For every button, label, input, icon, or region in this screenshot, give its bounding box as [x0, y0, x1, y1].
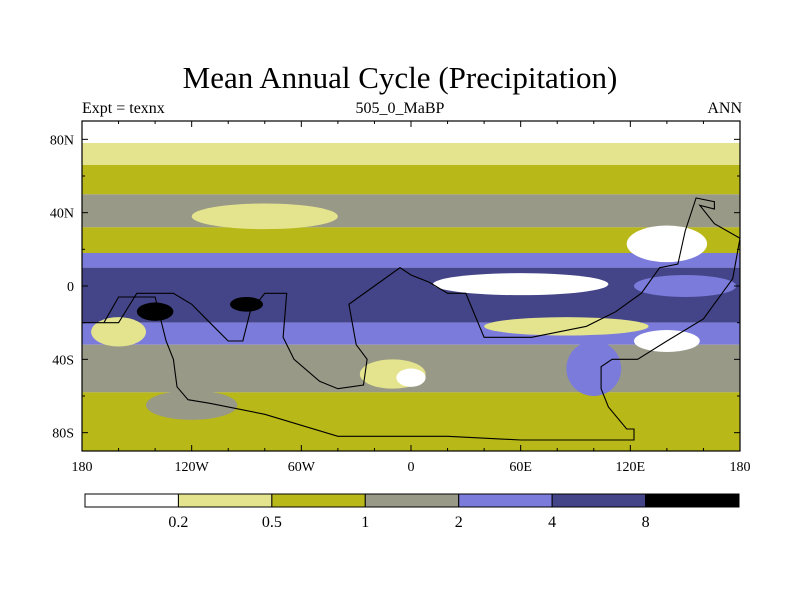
time-period-label: 505_0_MaBP	[355, 100, 445, 117]
colorbar-swatch-0	[84, 493, 179, 508]
precip-band-5	[82, 253, 740, 268]
colorbar: 0.2 0.5 1 2 4 8	[84, 493, 740, 531]
precip-patch-2	[191, 203, 338, 230]
coastline-0	[82, 197, 740, 441]
precip-patch-10	[633, 275, 737, 297]
colorbar-swatch-6	[645, 493, 740, 508]
y-tick-label-0: 80N	[50, 133, 74, 148]
x-tick-label-6: 180	[730, 460, 751, 475]
y-tick-label-4: 80S	[52, 427, 74, 442]
x-tick-label-0: 180	[72, 460, 93, 475]
y-tick-label-3: 40S	[52, 353, 74, 368]
precip-patch-9	[566, 341, 622, 396]
colorbar-label-1: 0.5	[262, 514, 282, 531]
chart-title: Mean Annual Cycle (Precipitation)	[182, 60, 618, 95]
colorbar-label-5: 8	[642, 514, 650, 531]
colorbar-swatch-3	[364, 493, 460, 508]
season-label: ANN	[707, 100, 742, 117]
colorbar-label-2: 1	[361, 514, 369, 531]
y-tick-label-2: 0	[67, 280, 74, 295]
x-tick-label-3: 0	[408, 460, 415, 475]
precip-patch-6	[396, 368, 426, 387]
x-tick-label-2: 60W	[288, 460, 316, 475]
y-tick-label-1: 40N	[50, 207, 74, 222]
precip-patch-11	[136, 302, 174, 321]
precip-band-3	[82, 194, 740, 228]
colorbar-label-0: 0.2	[168, 514, 188, 531]
colorbar-swatch-4	[458, 493, 553, 508]
precip-patch-7	[91, 317, 146, 347]
x-tick-label-4: 60E	[509, 460, 532, 475]
precip-patch-0	[432, 273, 609, 296]
colorbar-swatch-2	[271, 493, 366, 508]
colorbar-swatch-5	[551, 493, 647, 508]
colorbar-swatch-1	[177, 493, 273, 508]
experiment-label: Expt = texnx	[82, 100, 165, 117]
precip-band-6	[82, 267, 740, 323]
precip-band-0	[82, 121, 740, 143]
colorbar-label-4: 4	[548, 514, 556, 531]
axis-layer: 180 120W 60W 0 60E 120E 180 80N 40N 0 40S 80S	[50, 121, 751, 475]
precip-band-2	[82, 165, 740, 195]
x-tick-label-5: 120E	[616, 460, 646, 475]
x-tick-label-1: 120W	[175, 460, 210, 475]
map-fill-layer	[82, 121, 740, 451]
precip-patch-3	[484, 317, 649, 336]
colorbar-label-3: 2	[455, 514, 463, 531]
precip-patch-1	[626, 225, 708, 263]
coastline-layer	[82, 197, 740, 441]
precip-patch-12	[230, 297, 263, 312]
precip-band-1	[82, 143, 740, 165]
precip-patch-8	[145, 390, 238, 420]
